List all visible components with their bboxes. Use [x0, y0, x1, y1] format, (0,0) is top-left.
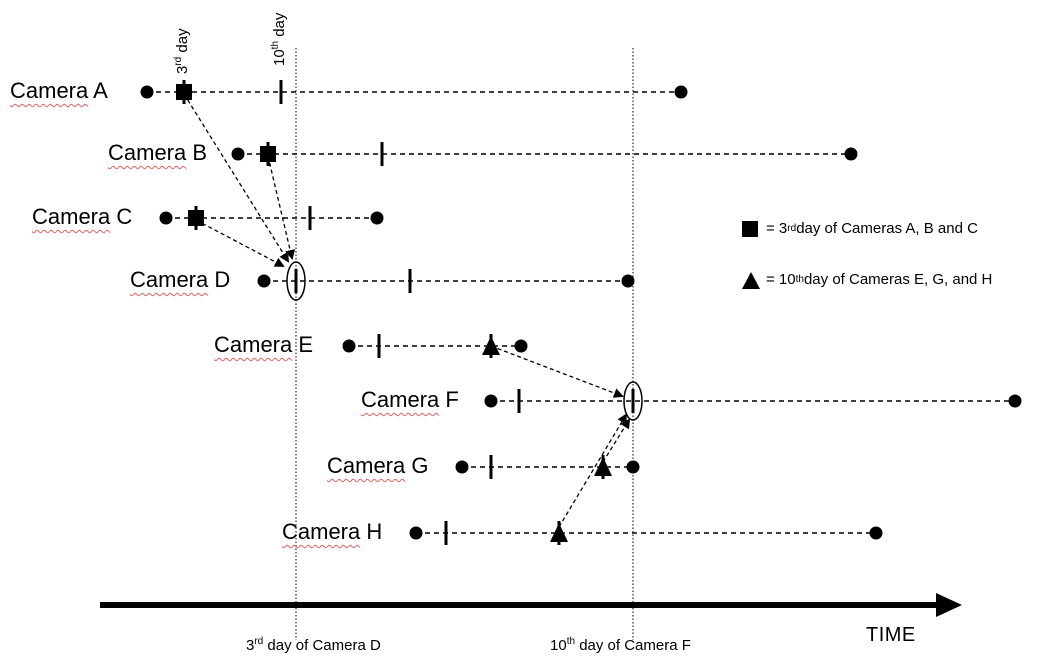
camera-h-end-dot: [869, 526, 883, 540]
camera-f-day10-axis-note: 10th day of Camera F: [550, 636, 691, 655]
camera-f-label: Camera F: [361, 388, 459, 412]
camera-h-label-letter: H: [360, 519, 383, 544]
arrows-to-camera-f: [490, 345, 631, 528]
camera-e-label-letter: E: [292, 332, 314, 357]
legend-square-marker: [742, 221, 758, 237]
camera-h-start-dot: [409, 526, 423, 540]
camera-c-timeline: [159, 206, 384, 230]
camera-d-day3-highlight: [286, 261, 306, 301]
camera-a-label: Camera A: [10, 79, 108, 103]
camera-d-label-word: Camera: [130, 267, 209, 292]
camera-g-timeline: [455, 455, 640, 479]
camera-e-timeline: [342, 334, 528, 358]
camera-e-end-dot: [514, 339, 528, 353]
camera-h-timeline: [409, 521, 883, 545]
camera-d-timeline: [257, 269, 635, 293]
camera-h-label-word: Camera: [282, 519, 361, 544]
camera-b-timeline: [231, 142, 858, 166]
camera-e-label-word: Camera: [214, 332, 293, 357]
camera-c-end-dot: [370, 211, 384, 225]
camera-g-label: Camera G: [327, 454, 428, 478]
camera-e-label: Camera E: [214, 333, 313, 357]
camera-b-end-dot: [844, 147, 858, 161]
arrow-g-to-f: [602, 418, 631, 463]
camera-g-label-letter: G: [405, 453, 429, 478]
camera-h-label: Camera H: [282, 520, 382, 544]
arrow-c-to-d: [195, 219, 285, 267]
camera-g-label-word: Camera: [327, 453, 406, 478]
camera-c-start-dot: [159, 211, 173, 225]
camera-c-label: Camera C: [32, 205, 132, 229]
camera-f-label-letter: F: [439, 387, 459, 412]
camera-a-timeline: [140, 80, 688, 104]
camera-f-label-word: Camera: [361, 387, 440, 412]
arrows-to-camera-d: [183, 93, 296, 267]
camera-b-label-word: Camera: [108, 140, 187, 165]
legend-triangle-marker: [742, 272, 760, 289]
camera-b-label-letter: B: [186, 140, 208, 165]
camera-timelines: [140, 80, 1022, 545]
camera-d-label-letter: D: [208, 267, 231, 292]
camera-g-end-dot: [626, 460, 640, 474]
camera-a-start-dot: [140, 85, 154, 99]
camera-d-day3-axis-note: 3rd day of Camera D: [246, 636, 381, 655]
camera-f-day10-highlight: [623, 381, 643, 421]
top-day3-marker-label: 3rd day: [173, 28, 191, 74]
time-axis-arrowhead: [936, 593, 962, 617]
time-axis-label: TIME: [866, 624, 916, 646]
camera-a-end-dot: [674, 85, 688, 99]
arrow-e-to-f: [490, 345, 624, 398]
camera-f-end-dot: [1008, 394, 1022, 408]
camera-g-start-dot: [455, 460, 469, 474]
camera-d-end-dot: [621, 274, 635, 288]
camera-f-timeline: [484, 389, 1022, 413]
camera-b-start-dot: [231, 147, 245, 161]
camera-d-label: Camera D: [130, 268, 230, 292]
arrow-b-to-d: [267, 155, 296, 260]
top-day10-marker-label: 10th day: [270, 12, 288, 66]
camera-f-start-dot: [484, 394, 498, 408]
camera-a-label-letter: A: [88, 78, 108, 103]
arrow-a-to-d: [183, 93, 290, 263]
camera-b-label: Camera B: [108, 141, 207, 165]
camera-c-label-letter: C: [110, 204, 133, 229]
camera-a-label-word: Camera: [10, 78, 89, 103]
arrow-h-to-f: [558, 413, 628, 528]
camera-d-start-dot: [257, 274, 271, 288]
camera-c-label-word: Camera: [32, 204, 111, 229]
camera-e-start-dot: [342, 339, 356, 353]
